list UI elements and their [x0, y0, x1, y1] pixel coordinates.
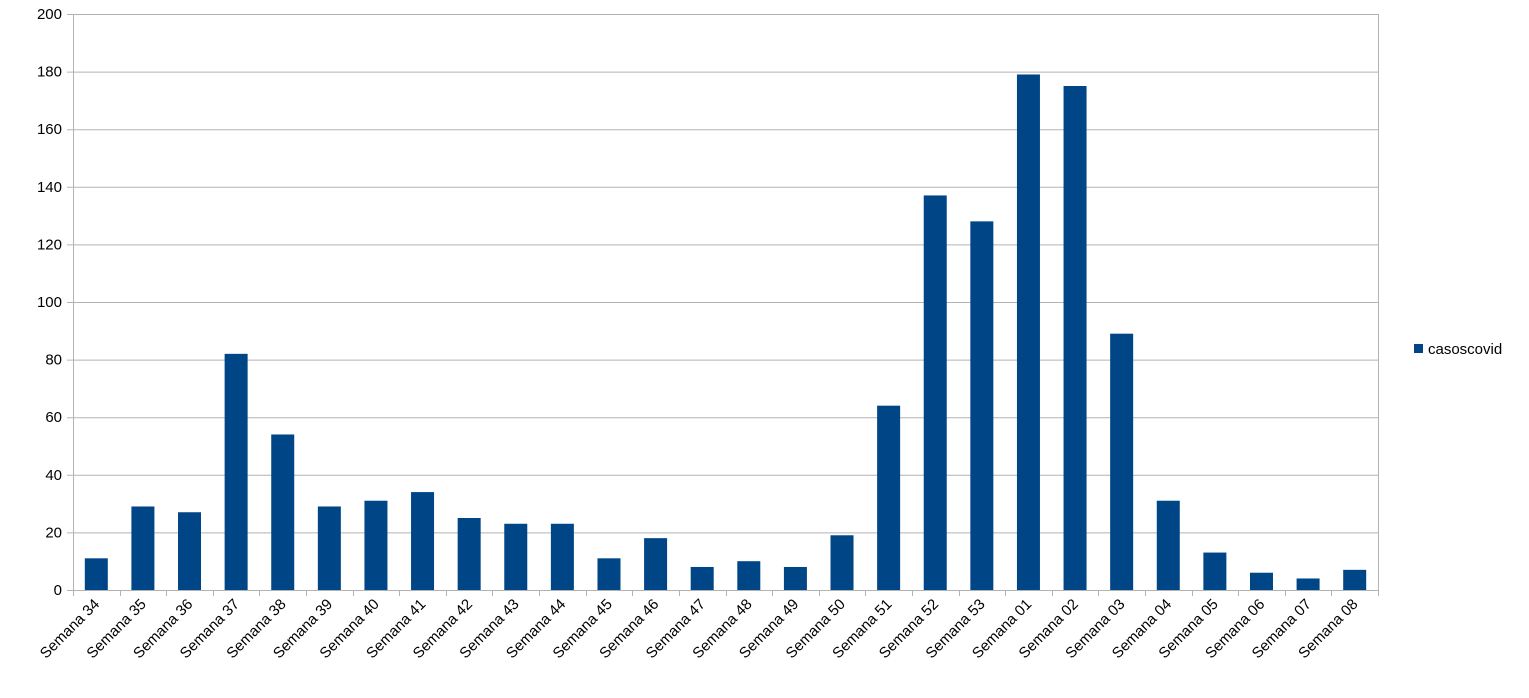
bar	[970, 221, 994, 591]
bar	[271, 434, 295, 590]
y-tick-label: 40	[45, 467, 62, 484]
legend-swatch	[1414, 344, 1423, 353]
y-tick-label: 160	[37, 121, 62, 138]
bar	[411, 492, 435, 590]
bar	[457, 518, 481, 590]
bar	[224, 353, 248, 590]
bar	[1203, 552, 1227, 590]
bar	[1110, 333, 1134, 590]
bar	[317, 506, 341, 590]
bar	[923, 195, 947, 590]
bar	[178, 512, 202, 590]
bar	[1156, 500, 1180, 590]
y-tick-label: 60	[45, 409, 62, 426]
bar	[597, 558, 621, 590]
y-tick-label: 140	[37, 179, 62, 196]
y-tick-label: 80	[45, 352, 62, 369]
bar	[84, 558, 108, 590]
y-tick-label: 100	[37, 294, 62, 311]
y-tick-label: 0	[54, 582, 62, 599]
y-axis-tick-labels: 0 20 40 60 80 100 120 140 160 180 200	[37, 6, 62, 599]
y-tick-label: 180	[37, 64, 62, 81]
bar	[1063, 86, 1087, 590]
bars	[84, 74, 1367, 591]
legend-label: casoscovid	[1428, 341, 1502, 358]
bar	[504, 523, 528, 590]
bar	[830, 535, 854, 590]
y-tick-label: 120	[37, 236, 62, 253]
bar	[783, 566, 807, 590]
bar	[644, 538, 668, 590]
bar	[690, 566, 714, 590]
legend: casoscovid	[1414, 341, 1502, 358]
bar	[877, 405, 901, 590]
y-tick-label: 20	[45, 524, 62, 541]
bar	[550, 523, 574, 590]
bar	[1343, 569, 1367, 590]
bar	[1296, 578, 1320, 590]
bar	[737, 561, 761, 590]
y-tick-label: 200	[37, 6, 62, 23]
bar	[364, 500, 388, 590]
bar	[1016, 74, 1040, 591]
bar	[1249, 572, 1273, 590]
axes	[73, 14, 1379, 596]
bar	[131, 506, 155, 590]
